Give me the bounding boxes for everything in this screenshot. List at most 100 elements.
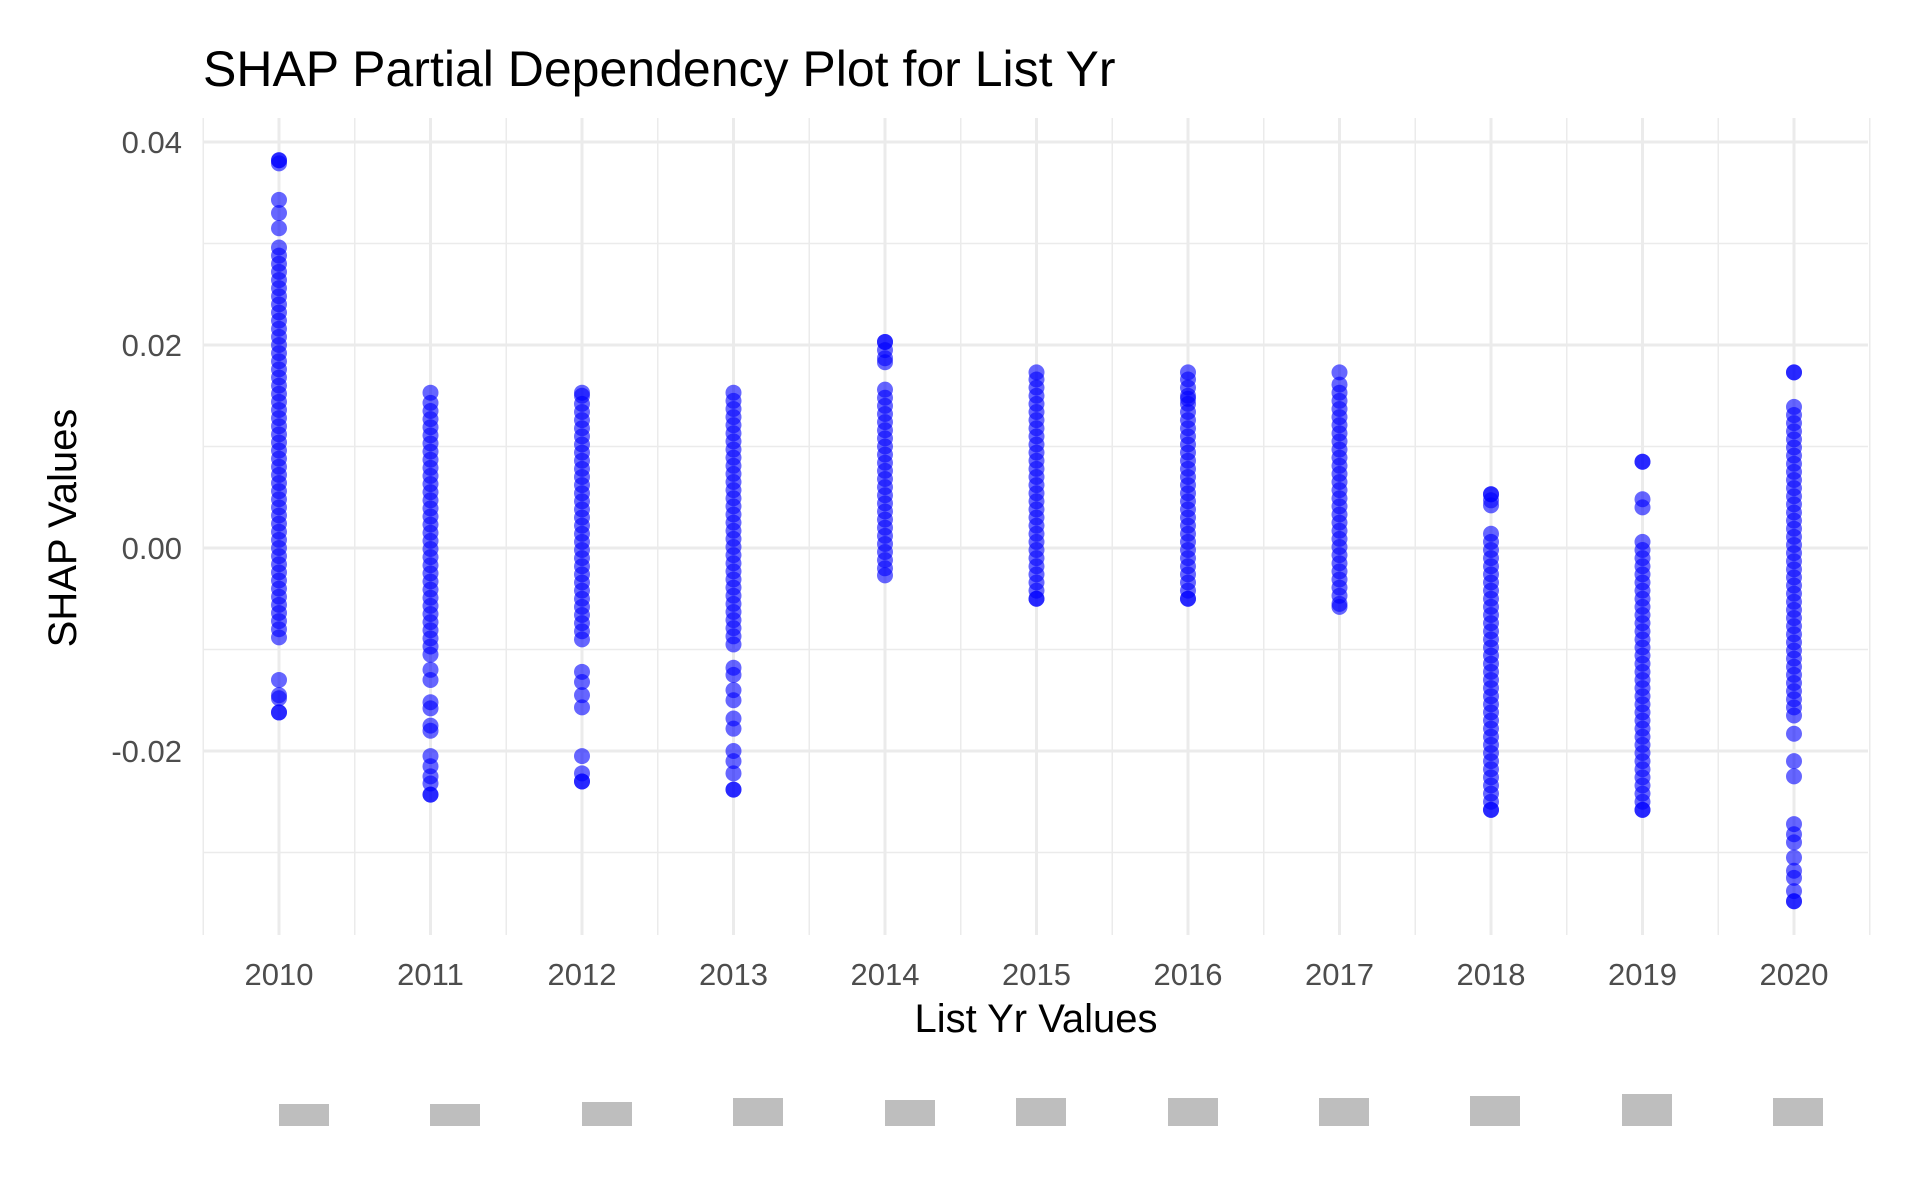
data-point (725, 666, 742, 683)
data-point (271, 152, 287, 169)
data-point (1483, 497, 1499, 514)
series-2015 (1028, 364, 1045, 607)
data-point (1483, 486, 1499, 503)
data-point (877, 333, 893, 350)
data-point (271, 704, 287, 721)
data-point (1028, 590, 1045, 607)
data-point (574, 748, 590, 765)
y-tick-label: -0.02 (111, 734, 182, 769)
data-point (1786, 398, 1802, 415)
data-point (574, 384, 590, 401)
data-point (1331, 598, 1348, 615)
x-axis-ticks: 2010 2011 2012 2013 2014 2015 2016 2017 2018 2019… (245, 957, 1829, 992)
data-point (1634, 499, 1651, 516)
x-tick-label: 2020 (1760, 957, 1829, 992)
chart-title: SHAP Partial Dependency Plot for List Yr (203, 41, 1116, 97)
x-tick-label: 2018 (1457, 957, 1526, 992)
data-points (271, 152, 1802, 910)
distribution-bar (885, 1100, 935, 1126)
data-point (725, 765, 742, 782)
y-tick-label: 0.02 (122, 328, 182, 363)
data-point (1634, 801, 1651, 818)
data-point (271, 671, 287, 688)
x-tick-label: 2010 (245, 957, 314, 992)
data-point (1331, 364, 1348, 381)
data-point (1483, 801, 1499, 818)
data-point (725, 753, 742, 770)
data-point (1786, 849, 1802, 866)
x-tick-label: 2013 (699, 957, 768, 992)
series-2019 (1634, 453, 1651, 818)
series-2011 (422, 384, 439, 803)
series-2013 (725, 384, 742, 798)
data-point (271, 220, 287, 237)
x-tick-label: 2011 (397, 957, 464, 992)
data-point (1786, 869, 1802, 886)
distribution-bar (733, 1098, 783, 1126)
data-point (1786, 893, 1802, 910)
series-2010 (271, 152, 287, 721)
data-point (1028, 364, 1045, 381)
distribution-bars (279, 1094, 1823, 1126)
x-axis-label: List Yr Values (914, 997, 1157, 1041)
data-point (574, 673, 590, 690)
data-point (1786, 753, 1802, 770)
data-point (422, 722, 439, 739)
x-tick-label: 2015 (1002, 957, 1071, 992)
data-point (1786, 725, 1802, 742)
data-point (1331, 376, 1348, 393)
data-point (422, 786, 439, 803)
data-point (271, 205, 287, 222)
distribution-bar (1016, 1098, 1066, 1126)
x-tick-label: 2012 (548, 957, 617, 992)
x-tick-label: 2017 (1305, 957, 1374, 992)
data-point (574, 687, 590, 704)
distribution-bar (1319, 1098, 1369, 1126)
data-point (1483, 525, 1499, 542)
data-point (877, 354, 893, 371)
data-point (422, 671, 439, 688)
data-point (725, 781, 742, 798)
series-2016 (1180, 364, 1196, 607)
data-point (1180, 364, 1196, 381)
data-point (422, 700, 439, 717)
series-2014 (877, 333, 893, 584)
data-point (1634, 453, 1651, 470)
series-2012 (574, 384, 590, 790)
distribution-bar (582, 1102, 632, 1126)
data-point (725, 720, 742, 737)
distribution-bar (1773, 1098, 1823, 1126)
x-tick-label: 2019 (1608, 957, 1677, 992)
data-point (1634, 533, 1651, 550)
distribution-bar (1168, 1098, 1218, 1126)
data-point (271, 690, 287, 707)
distribution-bar (430, 1104, 480, 1126)
series-2018 (1483, 486, 1499, 818)
y-axis-label: SHAP Values (41, 409, 85, 648)
series-2020 (1786, 364, 1802, 910)
distribution-bar (1622, 1094, 1672, 1126)
data-point (574, 699, 590, 716)
data-point (422, 775, 439, 792)
data-point (1786, 834, 1802, 851)
data-point (1180, 590, 1196, 607)
y-tick-label: 0.00 (122, 531, 182, 566)
data-point (422, 384, 439, 401)
distribution-bar (279, 1104, 329, 1126)
data-point (1786, 364, 1802, 381)
data-point (1786, 768, 1802, 785)
data-point (271, 239, 287, 256)
data-point (574, 773, 590, 790)
data-point (877, 567, 893, 584)
distribution-bar (1470, 1096, 1520, 1126)
data-point (271, 191, 287, 208)
data-point (1180, 390, 1196, 407)
data-point (725, 384, 742, 401)
y-axis-ticks: -0.02 0.00 0.02 0.04 (111, 125, 182, 769)
data-point (725, 692, 742, 709)
x-tick-label: 2016 (1154, 957, 1223, 992)
series-2017 (1331, 364, 1348, 615)
y-tick-label: 0.04 (122, 125, 182, 160)
